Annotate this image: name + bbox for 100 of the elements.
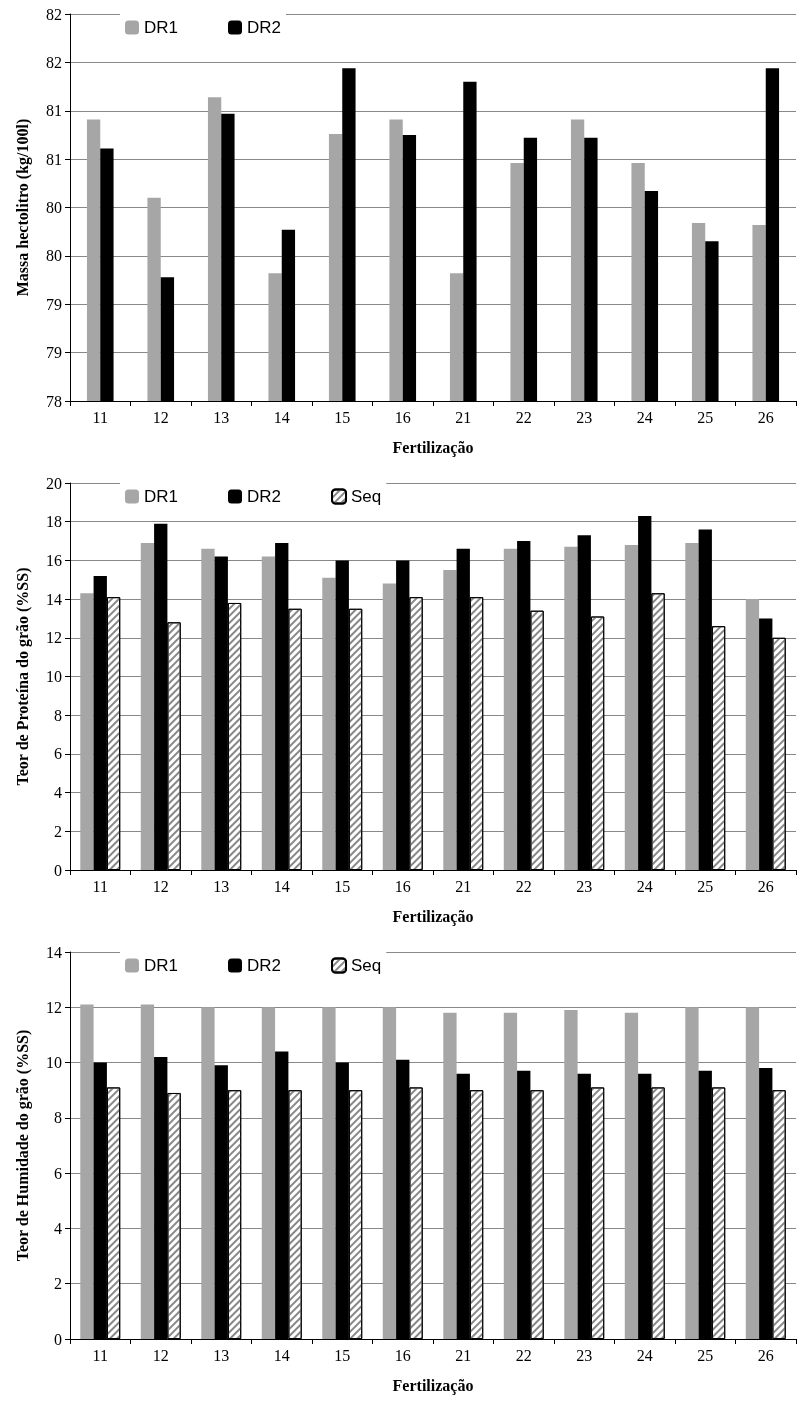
x-tick-label: 15 <box>334 1346 351 1364</box>
bar <box>201 1007 215 1339</box>
bar <box>261 1007 276 1339</box>
bar <box>140 1004 155 1339</box>
bar <box>140 542 155 870</box>
y-tick-label: 2 <box>54 822 62 840</box>
x-axis-title: Fertilização <box>392 907 474 926</box>
bar <box>201 548 215 870</box>
x-axis-title: Fertilização <box>392 438 474 457</box>
legend-label: DR1 <box>144 18 179 37</box>
x-tick-label: 12 <box>152 1346 169 1364</box>
bar <box>624 544 639 870</box>
y-tick-label: 6 <box>54 1164 62 1182</box>
y-tick-label: 20 <box>46 474 62 492</box>
bar <box>745 1007 760 1339</box>
bar <box>443 1012 457 1339</box>
legend-label: DR1 <box>144 487 179 506</box>
y-tick-label: 78 <box>46 392 62 410</box>
x-tick-label: 16 <box>394 877 411 895</box>
x-tick-label: 21 <box>455 1346 472 1364</box>
bar <box>503 548 518 870</box>
bar <box>80 1004 94 1339</box>
y-tick-label: 2 <box>54 1275 62 1293</box>
bar <box>382 1007 397 1339</box>
x-tick-label: 12 <box>152 877 169 895</box>
x-tick-label: 24 <box>636 408 653 426</box>
y-tick-label: 8 <box>54 1109 62 1127</box>
bar <box>382 583 397 870</box>
y-tick-label: 79 <box>46 344 62 362</box>
bar <box>322 1007 336 1339</box>
x-tick-label: 25 <box>697 877 714 895</box>
x-tick-label: 23 <box>576 1346 593 1364</box>
bar <box>685 1007 699 1339</box>
x-tick-label: 25 <box>697 1346 714 1364</box>
x-tick-label: 21 <box>455 408 472 426</box>
y-tick-label: 6 <box>54 745 62 763</box>
legend-label: DR1 <box>144 956 179 975</box>
x-tick-label: 15 <box>334 877 351 895</box>
x-tick-label: 22 <box>515 408 532 426</box>
y-tick-label: 12 <box>46 998 62 1016</box>
y-tick-label: 4 <box>54 1219 62 1237</box>
x-tick-label: 14 <box>273 877 290 895</box>
x-tick-label: 11 <box>92 408 108 426</box>
x-tick-label: 24 <box>636 1346 653 1364</box>
legend-label: DR2 <box>247 18 282 37</box>
x-tick-label: 14 <box>273 408 290 426</box>
y-tick-label: 16 <box>46 551 62 569</box>
x-tick-label: 23 <box>576 877 593 895</box>
y-tick-label: 79 <box>46 295 62 313</box>
bar <box>261 556 276 870</box>
x-tick-label: 22 <box>515 877 532 895</box>
y-tick-label: 18 <box>46 513 62 531</box>
x-tick-label: 13 <box>213 408 230 426</box>
x-tick-label: 25 <box>697 408 714 426</box>
y-tick-label: 0 <box>54 1330 62 1348</box>
y-tick-label: 8 <box>54 706 62 724</box>
x-tick-label: 11 <box>92 1346 108 1364</box>
y-tick-label: 14 <box>46 590 62 608</box>
bar <box>564 1010 578 1339</box>
y-axis-title: Massa hectolitro (kg/100l) <box>13 118 32 297</box>
y-tick-label: 0 <box>54 861 62 879</box>
y-axis-title: Teor de Proteína do grão (%SS) <box>13 567 32 786</box>
y-tick-label: 12 <box>46 629 62 647</box>
y-tick-label: 82 <box>46 5 62 23</box>
x-tick-label: 13 <box>213 1346 230 1364</box>
y-tick-label: 81 <box>46 150 62 168</box>
bar <box>443 570 457 870</box>
x-tick-label: 15 <box>334 408 351 426</box>
legend-label: Seq <box>351 956 382 975</box>
x-tick-label: 13 <box>213 877 230 895</box>
y-tick-label: 4 <box>54 784 62 802</box>
x-tick-label: 26 <box>757 1346 774 1364</box>
y-tick-label: 10 <box>46 668 62 685</box>
x-tick-label: 12 <box>152 408 169 426</box>
y-tick-label: 10 <box>46 1054 62 1072</box>
x-tick-label: 24 <box>636 877 653 895</box>
y-tick-label: 80 <box>46 247 62 265</box>
x-tick-label: 16 <box>394 1346 411 1364</box>
legend-label: DR2 <box>247 956 282 975</box>
y-axis-title: Teor de Humidade do grão (%SS) <box>13 1029 32 1262</box>
bar <box>564 546 578 870</box>
x-axis-title: Fertilização <box>392 1376 474 1395</box>
y-tick-label: 82 <box>46 53 62 71</box>
legend-label: Seq <box>351 487 382 506</box>
x-tick-label: 22 <box>515 1346 532 1364</box>
bar <box>745 599 760 870</box>
y-tick-label: 81 <box>46 102 62 120</box>
bar <box>685 542 699 870</box>
x-tick-label: 21 <box>455 877 472 895</box>
bar <box>503 1012 518 1339</box>
x-tick-label: 26 <box>757 408 774 426</box>
x-tick-label: 11 <box>92 877 108 895</box>
x-tick-label: 23 <box>576 408 593 426</box>
y-tick-label: 80 <box>46 199 62 216</box>
bar <box>80 593 94 870</box>
x-tick-label: 26 <box>757 877 774 895</box>
legend-label: DR2 <box>247 487 282 506</box>
bar <box>624 1012 639 1339</box>
bar <box>322 577 336 870</box>
x-tick-label: 16 <box>394 408 411 426</box>
